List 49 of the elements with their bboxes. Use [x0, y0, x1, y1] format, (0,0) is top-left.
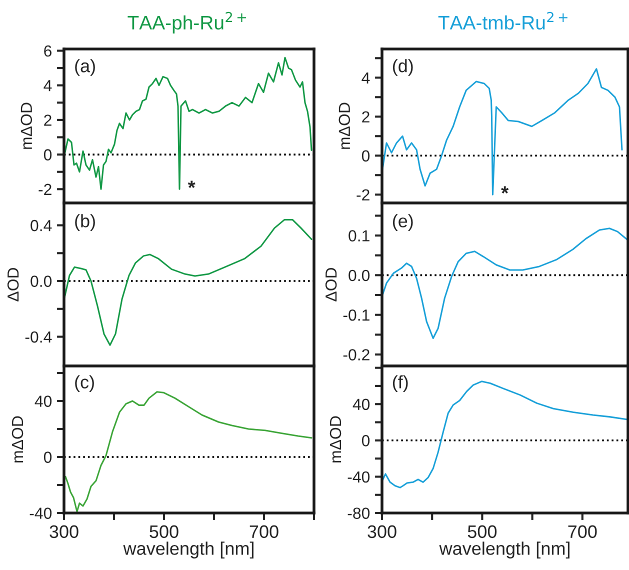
line-series	[64, 391, 312, 512]
annotation: (f)	[392, 375, 408, 392]
y-axis-title: mΔOD	[330, 416, 342, 462]
x-tick-label: 500	[150, 525, 178, 538]
y-tick-label: -0.2	[343, 349, 370, 360]
y-tick-label: 4	[44, 80, 52, 92]
y-tick-label: 0.4	[30, 220, 52, 232]
y-tick-label: 0	[362, 435, 370, 446]
y-tick-label: 6	[44, 45, 52, 57]
y-tick-label: 0.0	[348, 270, 370, 282]
line-series	[64, 56, 312, 190]
y-tick-label: 0.1	[348, 230, 370, 242]
y-tick-label: -80	[348, 508, 370, 519]
x-tick-label: 700	[568, 525, 597, 538]
y-tick-label: -0.1	[343, 309, 370, 321]
annotation: (b)	[75, 214, 95, 231]
y-tick-label: 40	[352, 398, 370, 410]
y-tick-label: 0.0	[30, 276, 52, 287]
y-axis-title: mΔOD	[20, 102, 32, 149]
y-tick-label: -2	[356, 189, 370, 200]
y-tick-label: -40	[30, 508, 52, 519]
y-tick-label: -40	[348, 471, 370, 483]
annotation: *	[501, 186, 509, 194]
annotation: *	[188, 180, 196, 188]
x-tick-label: 700	[250, 525, 278, 538]
x-tick-label: 300	[50, 525, 78, 538]
y-axis-title: ΔOD	[325, 268, 337, 302]
y-tick-label: 0	[362, 150, 370, 162]
chart-title: TAA-tmb-Ru$^{2+}$	[438, 12, 568, 30]
x-tick-label: 500	[468, 525, 497, 538]
y-tick-label: -2	[38, 184, 52, 195]
y-tick-label: -0.4	[25, 331, 52, 343]
y-tick-label: 2	[362, 111, 370, 122]
y-axis-title: mΔOD	[12, 416, 24, 462]
annotation: (e)	[392, 214, 413, 231]
y-axis-title: ΔOD	[7, 268, 19, 302]
annotation: (a)	[75, 59, 95, 76]
y-tick-label: 4	[362, 72, 370, 84]
chart-title: TAA-ph-Ru$^{2+}$	[128, 12, 246, 34]
y-tick-label: 0	[44, 452, 52, 463]
annotation: (d)	[392, 59, 413, 76]
y-tick-label: 0	[44, 149, 52, 160]
x-tick-label: 300	[368, 525, 396, 538]
y-tick-label: 2	[44, 114, 52, 126]
y-tick-label: 40	[34, 396, 52, 407]
x-axis-title: wavelength [nm]	[123, 542, 254, 558]
y-axis-title: mΔOD	[338, 102, 350, 149]
x-axis-title: wavelength [nm]	[439, 542, 570, 558]
annotation: (c)	[75, 375, 94, 392]
